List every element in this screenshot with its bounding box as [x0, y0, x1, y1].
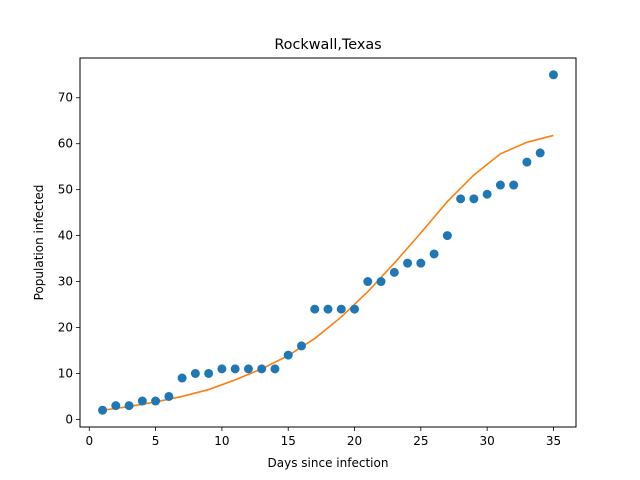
x-axis-ticks: 0 5 10 15 20 25 30 35: [85, 427, 561, 448]
data-point: [177, 373, 187, 383]
data-point: [111, 401, 121, 411]
y-tick-label: 10: [58, 366, 73, 380]
data-point: [363, 277, 373, 287]
chart-marks: [98, 70, 558, 415]
data-point: [124, 401, 134, 411]
data-point: [230, 364, 240, 374]
data-point: [442, 231, 452, 241]
data-point: [310, 304, 320, 314]
data-point: [217, 364, 227, 374]
data-point: [469, 194, 479, 204]
data-point: [403, 258, 413, 268]
data-point: [151, 396, 161, 406]
data-point: [495, 180, 505, 190]
y-axis-label: Population infected: [32, 185, 46, 301]
fit-line: [102, 134, 554, 412]
data-point: [204, 368, 214, 378]
data-point: [296, 341, 306, 351]
x-tick-label: 0: [85, 434, 93, 448]
x-tick-label: 25: [413, 434, 428, 448]
data-point: [456, 194, 466, 204]
y-tick-label: 40: [58, 229, 73, 243]
chart-title: Rockwall,Texas: [274, 37, 381, 53]
data-point: [548, 70, 558, 80]
data-point: [389, 267, 399, 277]
data-point: [535, 148, 545, 158]
x-tick-label: 15: [281, 434, 296, 448]
data-point: [416, 258, 426, 268]
data-point: [522, 157, 532, 167]
data-point: [190, 368, 200, 378]
y-tick-label: 0: [65, 412, 73, 426]
y-tick-label: 50: [58, 183, 73, 197]
data-point: [509, 180, 519, 190]
y-tick-label: 60: [58, 137, 73, 151]
x-tick-label: 20: [347, 434, 362, 448]
x-tick-label: 30: [480, 434, 495, 448]
data-point: [376, 277, 386, 287]
x-tick-label: 10: [214, 434, 229, 448]
data-point: [350, 304, 360, 314]
y-axis-ticks: 0 10 20 30 40 50 60 70: [58, 91, 80, 426]
data-point: [336, 304, 346, 314]
data-point: [482, 189, 492, 199]
data-point: [283, 350, 293, 360]
plot-area: [79, 57, 577, 428]
data-point: [429, 249, 439, 259]
y-tick-label: 30: [58, 275, 73, 289]
data-point: [257, 364, 267, 374]
y-tick-label: 20: [58, 321, 73, 335]
data-point: [270, 364, 280, 374]
y-tick-label: 70: [58, 91, 73, 105]
data-point: [323, 304, 333, 314]
data-point: [243, 364, 253, 374]
x-tick-label: 5: [152, 434, 160, 448]
x-axis-label: Days since infection: [268, 456, 389, 470]
data-point: [164, 391, 174, 401]
x-tick-label: 35: [546, 434, 561, 448]
data-point: [137, 396, 147, 406]
data-point: [98, 405, 108, 415]
